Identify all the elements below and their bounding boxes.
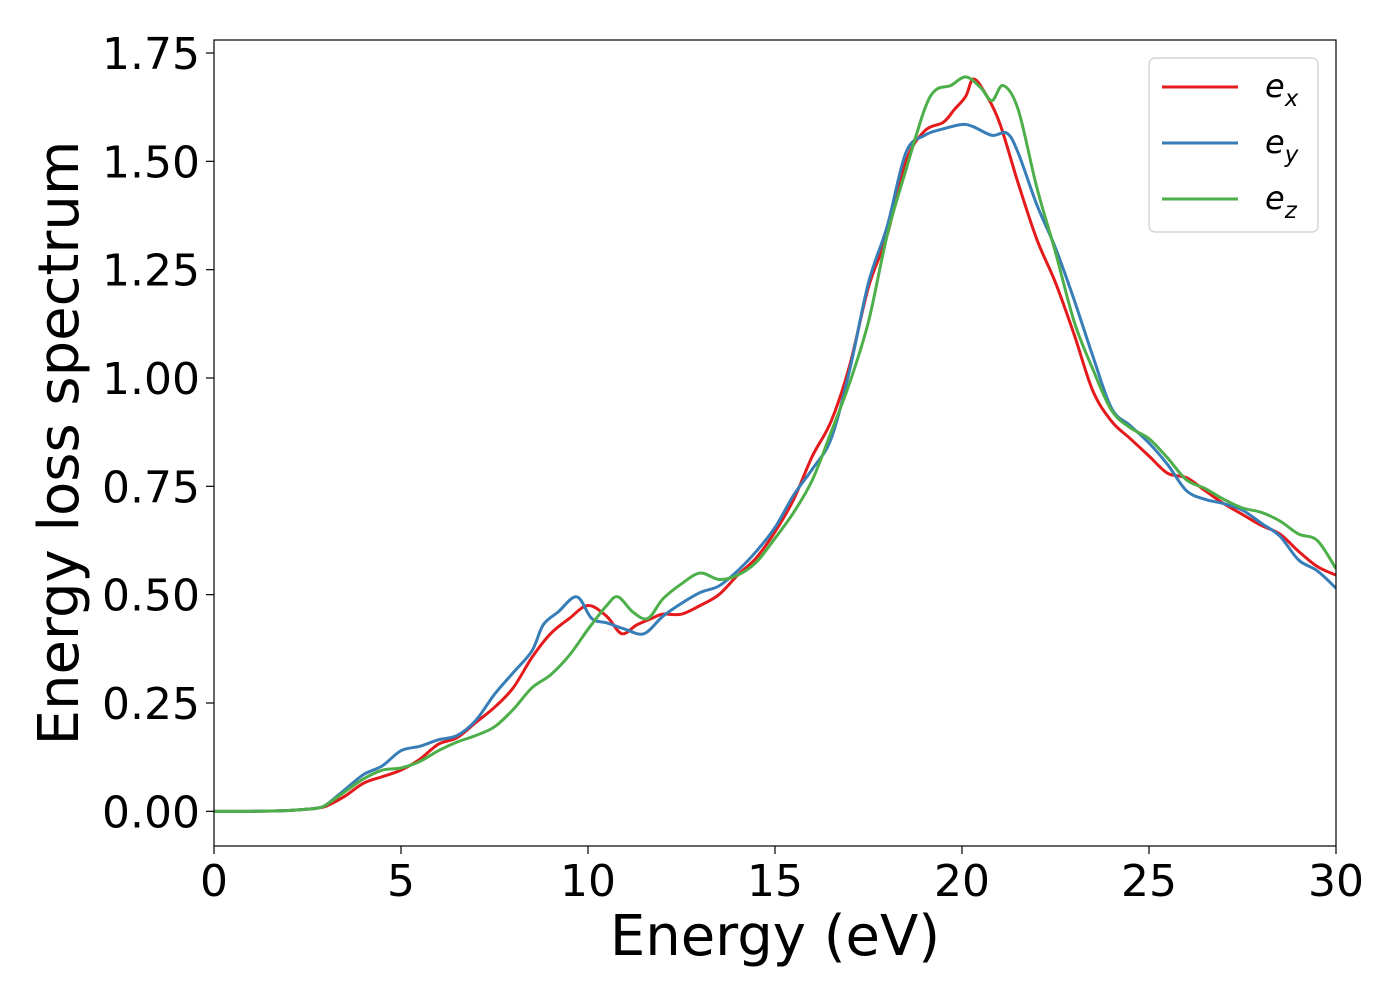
y-tick-label: 0.00 [102,787,200,838]
x-tick-label: 30 [1308,856,1364,907]
x-tick-label: 10 [560,856,616,907]
legend-label-x: ex [1265,67,1299,112]
y-tick-label: 0.25 [102,679,200,730]
series-lines [214,75,1336,813]
x-tick-label: 20 [934,856,990,907]
legend-box [1148,57,1319,233]
x-axis-label: Energy (eV) [610,904,940,969]
axis-ticks: 0 5 10 15 20 25 30 0.00 0.25 0.50 0.75 1.00 1.25 1.50… [102,29,1364,907]
y-tick-label: 1.25 [102,246,200,297]
y-tick-label: 1.00 [102,354,200,405]
x-tick-label: 15 [747,856,803,907]
y-tick-label: 0.75 [102,462,200,513]
x-tick-label: 5 [387,856,415,907]
x-tick-label: 0 [200,856,228,907]
y-tick-label: 1.75 [102,29,200,80]
series-line-x [214,77,1336,813]
y-axis-label: Energy loss spectrum [27,141,92,746]
x-tick-label: 25 [1121,856,1177,907]
legend-label-y: ey [1265,123,1299,168]
legend: ex ey ez [1148,57,1319,233]
series-line-y [214,122,1336,813]
series-line-z [214,75,1336,813]
y-tick-label: 0.50 [102,571,200,622]
legend-label-z: ez [1265,179,1298,224]
y-tick-label: 1.50 [102,137,200,188]
